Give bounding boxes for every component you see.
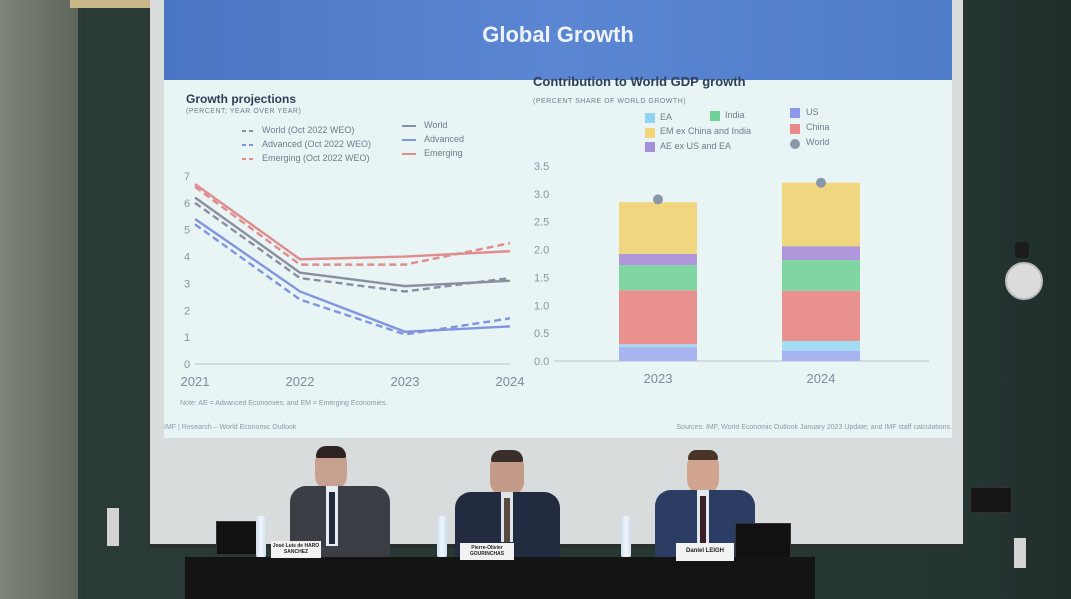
- legend-swatch-ea: [645, 113, 655, 123]
- legend-world-oct: World (Oct 2022 WEO): [262, 125, 355, 135]
- legend-swatch-india: [710, 111, 720, 121]
- right-y-tick: 1.0: [534, 300, 549, 312]
- right-chart-subtitle: (PERCENT SHARE OF WORLD GROWTH): [533, 98, 687, 105]
- bar-segment-ea: [782, 340, 860, 351]
- chart-note: Note: AE = Advanced Economies; and EM = …: [180, 400, 388, 407]
- legend-world: World: [424, 120, 448, 130]
- bar-segment-ea: [619, 344, 697, 348]
- wall-switch[interactable]: [1014, 538, 1026, 568]
- left-y-tick: 2: [184, 305, 190, 317]
- slide-header: [164, 0, 952, 80]
- left-chart-subtitle: (PERCENT; YEAR OVER YEAR): [186, 108, 302, 115]
- left-x-tick: 2021: [181, 374, 210, 389]
- legend-world-dot: World: [806, 137, 830, 147]
- name-placard-center: Pierre-Olivier GOURINCHAS: [460, 543, 514, 560]
- line-series-world: [194, 196, 511, 288]
- laptop-left: [216, 521, 260, 555]
- right-y-tick: 0.5: [534, 328, 549, 340]
- legend-india: India: [725, 110, 745, 120]
- bar-segment-us: [619, 347, 697, 361]
- right-y-tick: 1.5: [534, 272, 549, 284]
- bar-segment-india: [619, 265, 697, 291]
- right-x-tick: 2024: [807, 371, 836, 386]
- right-x-tick: 2023: [644, 371, 673, 386]
- legend-swatch-em-ex: [645, 128, 655, 138]
- wall-speaker: [1005, 262, 1043, 300]
- left-chart-title: Growth projections: [186, 92, 297, 106]
- legend-swatch-us: [790, 108, 800, 118]
- left-wall: [0, 0, 78, 599]
- presentation-slide: Global Growth Growth projections (PERCEN…: [164, 0, 952, 438]
- left-y-tick: 7: [184, 171, 190, 183]
- bar-segment-ae-ex-us-and-ea: [782, 246, 860, 261]
- right-y-tick: 0.0: [534, 356, 549, 368]
- legend-swatch-world: [790, 139, 800, 149]
- left-x-tick: 2024: [496, 374, 525, 389]
- legend-advanced-oct: Advanced (Oct 2022 WEO): [262, 139, 372, 149]
- slide-footer-left: IMF | Research – World Economic Outlook: [164, 424, 297, 431]
- legend-china: China: [806, 122, 830, 132]
- bar-segment-china: [782, 290, 860, 341]
- bar-segment-ae-ex-us-and-ea: [619, 254, 697, 266]
- right-y-tick: 3.5: [534, 161, 549, 173]
- legend-ae-ex: AE ex US and EA: [660, 141, 732, 151]
- bar-segment-india: [782, 260, 860, 291]
- bar-segment-china: [619, 290, 697, 345]
- left-x-tick: 2022: [286, 374, 315, 389]
- left-y-tick: 0: [184, 359, 190, 371]
- left-y-tick: 5: [184, 225, 190, 237]
- right-y-tick: 2.5: [534, 217, 549, 229]
- water-bottle-right: [621, 516, 631, 558]
- legend-emerging-oct: Emerging (Oct 2022 WEO): [262, 153, 370, 163]
- right-y-tick: 3.0: [534, 189, 549, 201]
- name-placard-right: Daniel LEIGH: [676, 543, 734, 561]
- legend-swatch-china: [790, 124, 800, 134]
- bar-segment-us: [782, 350, 860, 361]
- legend-swatch-ae-ex: [645, 142, 655, 152]
- bar-segment-em-ex-china-and-india: [619, 202, 697, 255]
- legend-em-ex: EM ex China and India: [660, 126, 752, 136]
- slide-footer-right: Sources: IMF, World Economic Outlook Jan…: [676, 424, 952, 431]
- line-series-advanced: [194, 217, 511, 333]
- water-bottle-left: [256, 516, 266, 558]
- legend-emerging: Emerging: [424, 148, 463, 158]
- bar-segment-em-ex-china-and-india: [782, 182, 860, 247]
- slide-title: Global Growth: [482, 22, 634, 47]
- legend-us: US: [806, 107, 819, 117]
- water-bottle-center: [437, 516, 447, 558]
- line-series-world-oct-2022-weo-: [194, 201, 511, 293]
- wall-sensor: [1015, 242, 1029, 258]
- left-y-tick: 3: [184, 278, 190, 290]
- ceiling-light: [70, 0, 180, 8]
- name-placard-left: José Luis de HARO SANCHEZ: [271, 541, 321, 558]
- line-series-emerging: [194, 183, 511, 261]
- legend-advanced: Advanced: [424, 134, 465, 144]
- line-series-advanced-oct-2022-weo-: [194, 223, 511, 336]
- left-x-tick: 2023: [391, 374, 420, 389]
- wall-display: [970, 487, 1012, 513]
- slide-charts: 0 1 2 3 4 5 6 7 2021 2022 2023 2024 0.0 0.5 1.0 1.5 2.0 2…: [181, 125, 929, 389]
- laptop-right: [735, 523, 791, 559]
- left-y-tick: 6: [184, 198, 190, 210]
- right-chart-title: Contribution to World GDP growth: [533, 74, 746, 89]
- panel-table: [185, 557, 815, 599]
- left-y-tick: 4: [184, 252, 190, 264]
- right-y-tick: 2.0: [534, 245, 549, 257]
- legend-ea: EA: [660, 112, 673, 122]
- left-wall-switch[interactable]: [107, 508, 119, 546]
- world-marker: [816, 177, 826, 188]
- world-marker: [653, 194, 663, 205]
- left-y-tick: 1: [184, 332, 190, 344]
